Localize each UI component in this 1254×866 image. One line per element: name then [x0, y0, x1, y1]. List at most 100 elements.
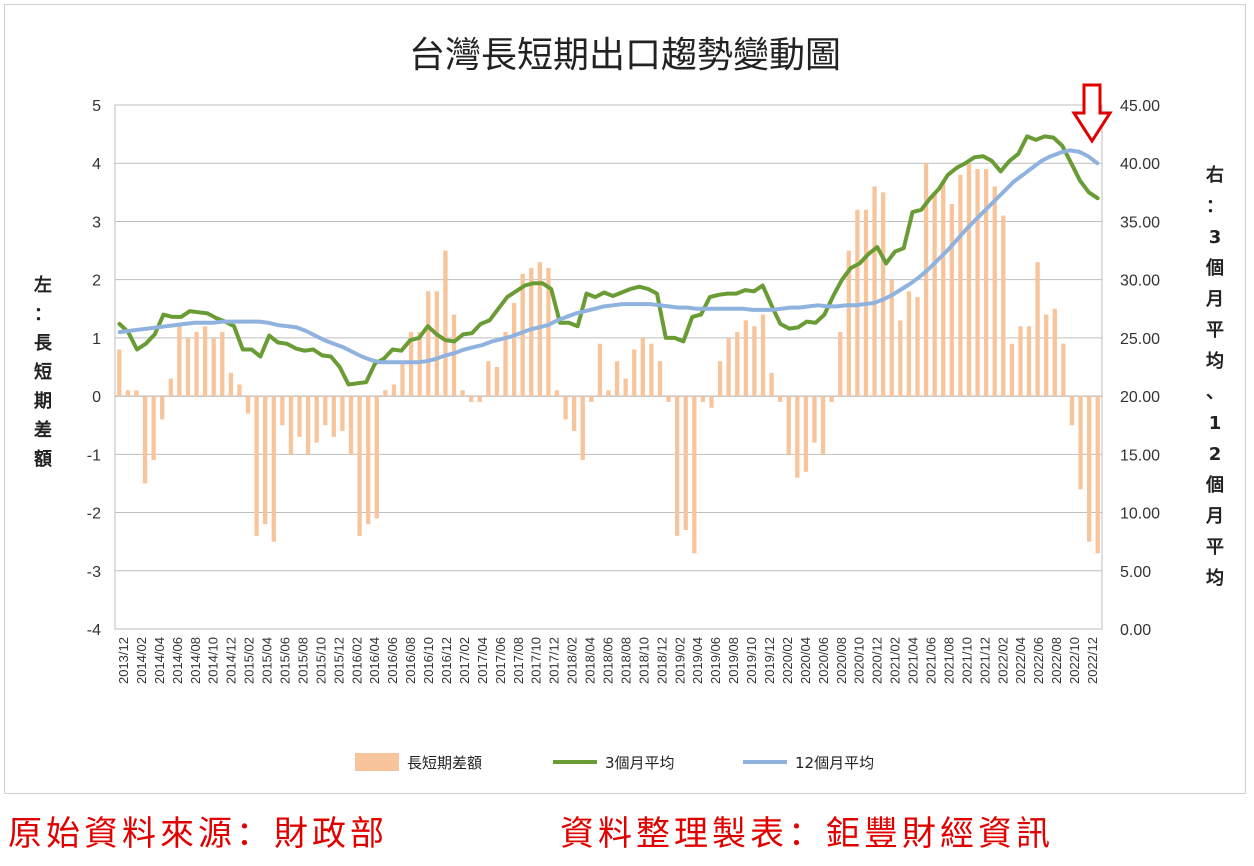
chart-svg: 台灣長短期出口趨勢變動圖 543210-1-2-3-445.0040.0035.… [33, 35, 1224, 772]
bar-long-short-diff [400, 361, 405, 397]
left-tick-label: 2 [92, 273, 101, 290]
right-axis-label-char: 、 [1206, 382, 1224, 403]
footer: 原始資料來源：財政部 資料整理製表：鉅豐財經資訊 [0, 800, 1254, 862]
bar-long-short-diff [1069, 396, 1075, 426]
bar-long-short-diff [923, 163, 929, 397]
bar-long-short-diff [271, 396, 276, 542]
right-tick-label: 15.00 [1120, 447, 1160, 464]
x-tick-label: 2015/08 [295, 637, 310, 684]
left-axis-label-char: 期 [34, 391, 52, 412]
bar-long-short-diff [563, 396, 568, 420]
bar-long-short-diff [906, 291, 912, 397]
bar-long-short-diff [743, 320, 748, 397]
right-axis-label-char: 1 [1209, 413, 1222, 434]
bar-long-short-diff [872, 186, 877, 397]
bar-long-short-diff [820, 396, 826, 455]
x-tick-label: 2022/04 [1013, 637, 1028, 684]
bar-long-short-diff [211, 337, 216, 397]
right-axis-label-char: 平 [1206, 320, 1224, 341]
series-3m-avg-line [117, 134, 1100, 387]
bar-long-short-diff [297, 396, 302, 437]
bar-long-short-diff [1052, 308, 1057, 397]
grid-layer [114, 104, 1103, 630]
right-axis-label-char: 月 [1205, 506, 1224, 527]
bar-long-short-diff [134, 390, 139, 397]
bar-long-short-diff [983, 169, 989, 397]
bar-long-short-diff [683, 396, 688, 531]
x-tick-label: 2020/04 [798, 637, 813, 684]
x-tick-label: 2016/08 [403, 637, 418, 684]
bar-long-short-diff [735, 332, 740, 397]
bar-long-short-diff [1061, 343, 1066, 397]
bar-long-short-diff [1035, 262, 1040, 397]
x-tick-label: 2018/04 [583, 637, 598, 684]
bar-long-short-diff [125, 390, 131, 397]
right-tick-label: 0.00 [1120, 622, 1151, 639]
bar-long-short-diff [717, 361, 723, 397]
bar-long-short-diff [975, 169, 980, 397]
x-tick-label: 2021/04 [906, 637, 921, 684]
x-tick-label: 2014/10 [206, 637, 221, 684]
bar-long-short-diff [1044, 314, 1049, 397]
x-tick-label: 2018/08 [618, 637, 633, 684]
bar-long-short-diff [855, 209, 860, 397]
bar-long-short-diff [331, 396, 337, 437]
x-tick-label: 2017/10 [529, 637, 544, 684]
bar-long-short-diff [486, 361, 491, 397]
bar-long-short-diff [160, 396, 165, 420]
x-tick-label: 2019/06 [708, 637, 723, 684]
line-layer [117, 134, 1100, 387]
bar-long-short-diff [1009, 343, 1015, 397]
x-tick-label: 2020/02 [780, 637, 795, 684]
left-axis-label-char: 長 [34, 333, 53, 354]
bar-long-short-diff [1078, 396, 1083, 490]
compiler-caption: 資料整理製表：鉅豐財經資訊 [560, 814, 1054, 854]
bar-long-short-diff [228, 372, 234, 397]
right-axis-label-char: 右 [1206, 164, 1224, 186]
bar-long-short-diff [769, 372, 774, 397]
bar-long-short-diff [220, 332, 225, 397]
bar-long-short-diff [168, 378, 173, 397]
bar-long-short-diff [546, 268, 551, 397]
bar-long-short-diff [880, 192, 886, 397]
x-tick-label: 2022/10 [1067, 637, 1082, 684]
left-axis-label-char: 左 [34, 274, 52, 296]
x-tick-label: 2015/12 [331, 637, 346, 684]
bar-long-short-diff [245, 396, 251, 414]
x-tick-label: 2014/12 [224, 637, 239, 684]
left-axis-label-char: 額 [33, 448, 52, 470]
bar-long-short-diff [177, 326, 182, 397]
x-tick-label: 2021/08 [941, 637, 956, 684]
bar-long-short-diff [357, 396, 362, 536]
x-tick-label: 2022/12 [1085, 637, 1100, 684]
left-tick-label: 3 [92, 214, 101, 231]
left-axis-label: 左 ： 長短期差額 [33, 274, 53, 470]
bar-long-short-diff [760, 314, 766, 397]
bar-long-short-diff [572, 396, 577, 432]
x-tick-label: 2021/06 [924, 637, 939, 684]
bar-long-short-diff [443, 250, 448, 397]
bar-long-short-diff [726, 337, 731, 397]
right-tick-label: 40.00 [1120, 156, 1160, 173]
bar-long-short-diff [640, 337, 645, 397]
bar-long-short-diff [391, 384, 397, 397]
x-tick-label: 2018/06 [601, 637, 616, 684]
bar-long-short-diff [778, 396, 783, 402]
bar-long-short-diff [589, 396, 594, 402]
x-tick-label: 2020/08 [834, 637, 849, 684]
right-axis-label-char: 個 [1205, 475, 1224, 496]
bar-long-short-diff [752, 326, 757, 397]
bar-long-short-diff [709, 396, 714, 408]
x-tick-label: 2019/02 [672, 637, 687, 684]
legend-swatch-bar [355, 753, 399, 771]
right-tick-label: 30.00 [1120, 273, 1160, 290]
bar-long-short-diff [305, 396, 311, 455]
x-tick-label: 2019/12 [762, 637, 777, 684]
right-axis-label-char: 均 [1206, 567, 1224, 589]
bar-long-short-diff [915, 297, 920, 397]
bar-long-short-diff [194, 332, 199, 397]
bar-long-short-diff [795, 396, 800, 478]
right-axis-label-char: 2 [1209, 444, 1222, 465]
annotation-layer [1071, 83, 1113, 144]
bar-long-short-diff [366, 396, 371, 525]
